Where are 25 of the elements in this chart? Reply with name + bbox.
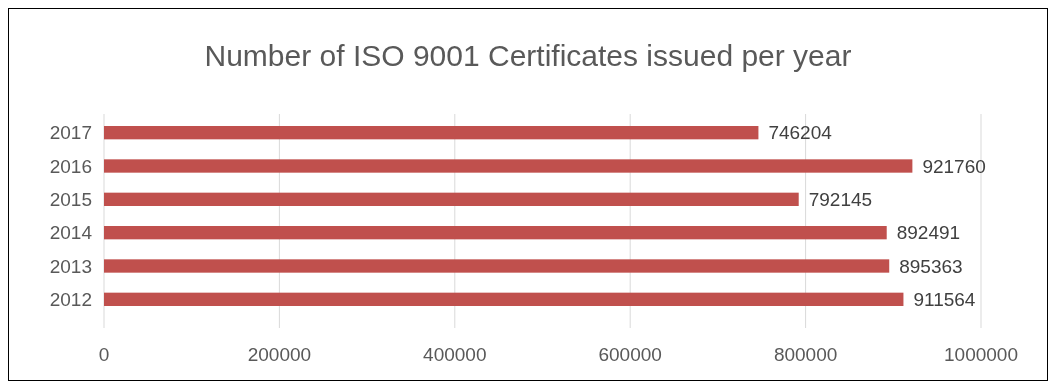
data-label: 792145 (808, 188, 873, 210)
data-label: 911564 (913, 288, 976, 310)
bar (104, 126, 759, 140)
y-tick-label: 2017 (49, 122, 92, 144)
y-tick-label: 2014 (49, 222, 93, 244)
x-tick-label: 800000 (773, 344, 838, 365)
x-tick-label: 200000 (247, 344, 312, 365)
x-tick-label: 600000 (598, 344, 662, 365)
bar (104, 226, 887, 240)
y-tick-label: 2016 (49, 155, 92, 177)
x-tick-label: 0 (98, 344, 110, 365)
y-tick-label: 2013 (49, 255, 92, 277)
y-tick-label: 2015 (49, 188, 92, 210)
x-tick-label: 1000000 (944, 344, 1018, 365)
y-tick-label: 2012 (49, 288, 92, 310)
bar (104, 259, 890, 273)
data-label: 746204 (768, 122, 833, 144)
data-label: 921760 (922, 155, 986, 177)
bar (104, 192, 799, 206)
bar (104, 292, 904, 306)
x-tick-label: 400000 (423, 344, 487, 365)
data-label: 892491 (896, 222, 961, 244)
chart-title: Number of ISO 9001 Certificates issued per year (204, 39, 852, 72)
data-label: 895363 (899, 255, 963, 277)
bar (104, 159, 913, 173)
